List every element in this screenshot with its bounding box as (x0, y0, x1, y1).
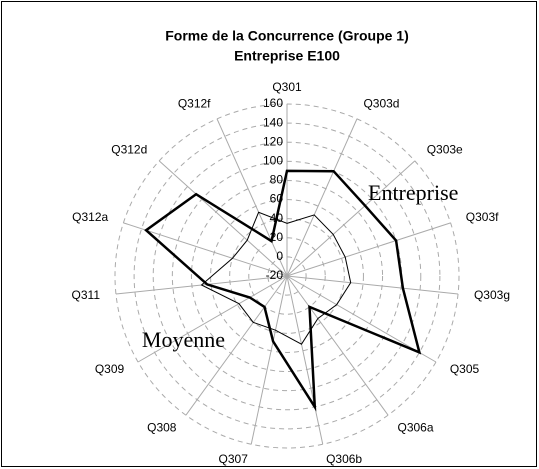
marks: Entreprise Moyenne (142, 169, 458, 412)
spoke (286, 275, 389, 416)
category-label: Q307 (219, 452, 249, 466)
spoke (158, 160, 288, 277)
category-label: Q303e (427, 142, 463, 156)
spoke (286, 118, 358, 277)
chart-subtitle: Entreprise E100 (234, 48, 340, 64)
series-label: Entreprise (368, 180, 458, 205)
series-line (144, 169, 422, 412)
y-tick-label: 80 (270, 173, 284, 187)
grid-circle (229, 218, 345, 334)
series-line (200, 211, 352, 345)
y-tick-label: 160 (263, 96, 283, 110)
category-label: Q303g (474, 288, 510, 302)
category-label: Q303d (363, 96, 399, 110)
category-label: Q312d (111, 142, 147, 156)
y-tick-label: 140 (263, 115, 283, 129)
grid: Q301 Q303d Q303e Q303f Q303g Q305 Q306a Q306b Q3… (72, 80, 510, 466)
spoke (123, 222, 288, 277)
grid-circle (248, 237, 326, 315)
category-label: Q306a (398, 420, 434, 434)
y-tick-label: -20 (266, 268, 284, 282)
y-tick-label: 0 (276, 249, 283, 263)
category-label: Q308 (147, 420, 177, 434)
category-label: Q311 (72, 288, 101, 302)
grid-circle (210, 199, 364, 353)
category-label: Q301 (272, 80, 302, 94)
category-label: Q312a (72, 210, 108, 224)
category-label: Q305 (450, 362, 480, 376)
spoke (137, 275, 288, 363)
spoke (216, 118, 288, 277)
category-label: Q306b (326, 452, 362, 466)
category-label: Q303f (466, 210, 499, 224)
spoke (286, 275, 324, 445)
spoke (185, 275, 288, 416)
spoke (250, 275, 288, 445)
series-label: Moyenne (142, 327, 225, 352)
spoke (286, 160, 416, 277)
grid-circle (190, 179, 384, 373)
category-label: Q312f (178, 96, 211, 110)
chart-title: Forme de la Concurrence (Groupe 1) (165, 28, 409, 44)
y-tick-label: 120 (263, 134, 283, 148)
grid-circle (267, 256, 307, 296)
spoke (286, 222, 451, 277)
spoke (286, 275, 459, 295)
category-label: Q309 (95, 362, 125, 376)
y-tick-label: 100 (263, 154, 283, 168)
